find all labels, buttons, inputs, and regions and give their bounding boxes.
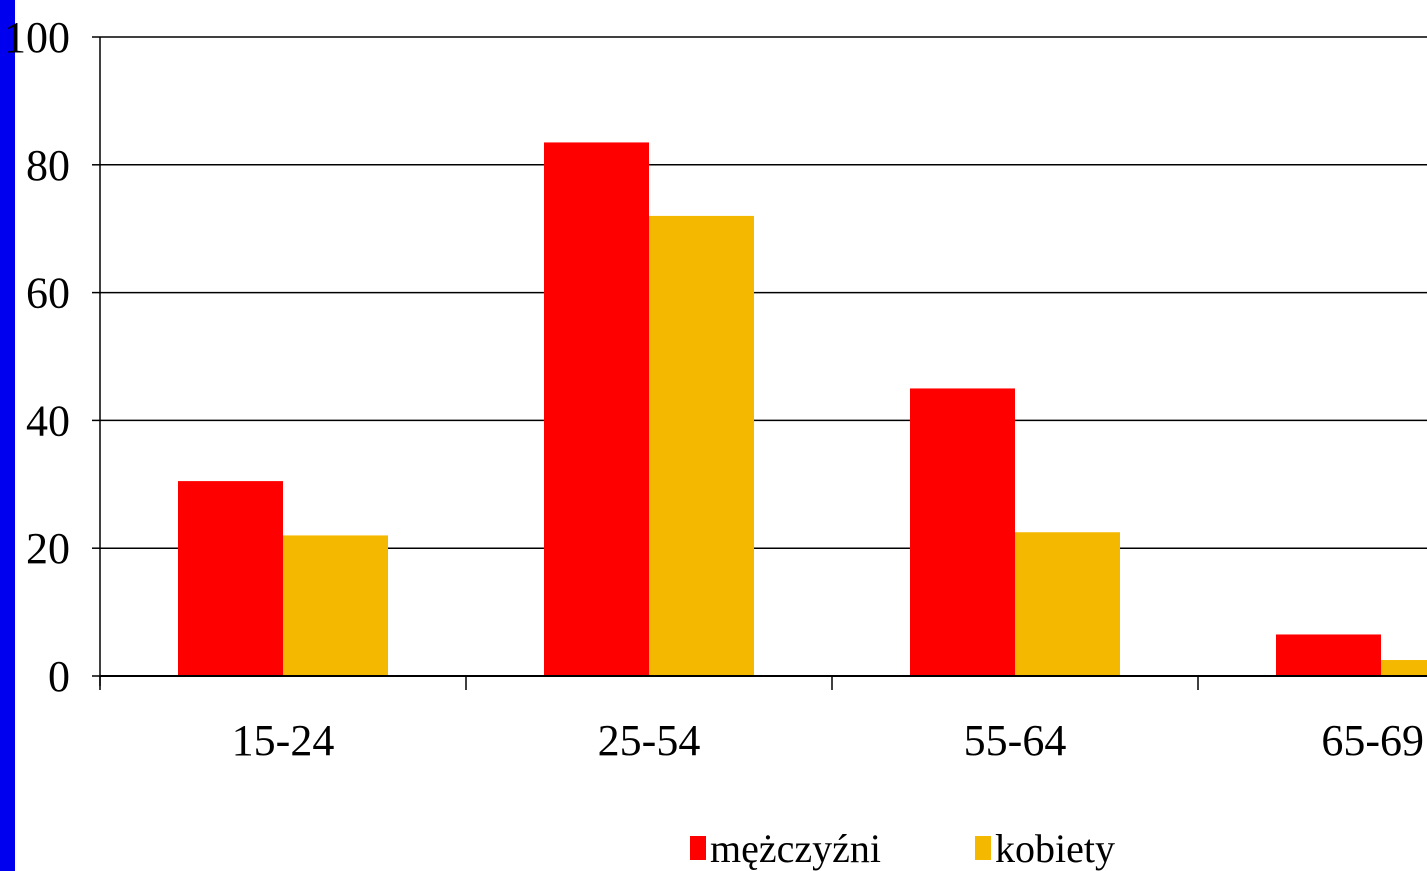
y-tick-label: 100 xyxy=(4,13,70,62)
bar-women xyxy=(649,215,754,677)
x-category-label: 65-69 xyxy=(1321,716,1424,765)
bar-men xyxy=(1276,634,1381,676)
legend-swatch-men xyxy=(690,836,706,860)
bar-women xyxy=(1381,660,1427,676)
legend-label-men: mężczyźni xyxy=(710,826,881,871)
y-tick-label: 0 xyxy=(48,652,70,701)
y-tick-label: 80 xyxy=(26,141,70,190)
x-axis xyxy=(99,675,1427,690)
bars xyxy=(178,142,1427,677)
y-tick-label: 40 xyxy=(26,396,70,445)
legend-label-women: kobiety xyxy=(995,826,1115,871)
x-category-label: 15-24 xyxy=(232,716,335,765)
gridlines xyxy=(92,36,1427,686)
bar-women xyxy=(283,535,388,676)
y-tick-label: 20 xyxy=(26,524,70,573)
legend-swatch-women xyxy=(975,836,991,860)
x-category-label: 25-54 xyxy=(598,716,701,765)
y-tick-label: 60 xyxy=(26,269,70,318)
bar-men xyxy=(910,388,1015,676)
bar-men xyxy=(178,481,283,676)
bar-men xyxy=(544,142,649,676)
y-tick-labels: 0 20 40 60 80 100 xyxy=(4,13,70,701)
bar-women xyxy=(1015,532,1120,676)
x-category-labels: 15-24 25-54 55-64 65-69 xyxy=(232,716,1424,765)
left-frame-strip xyxy=(0,0,15,871)
x-category-label: 55-64 xyxy=(964,716,1067,765)
legend: mężczyźni kobiety xyxy=(690,826,1115,871)
